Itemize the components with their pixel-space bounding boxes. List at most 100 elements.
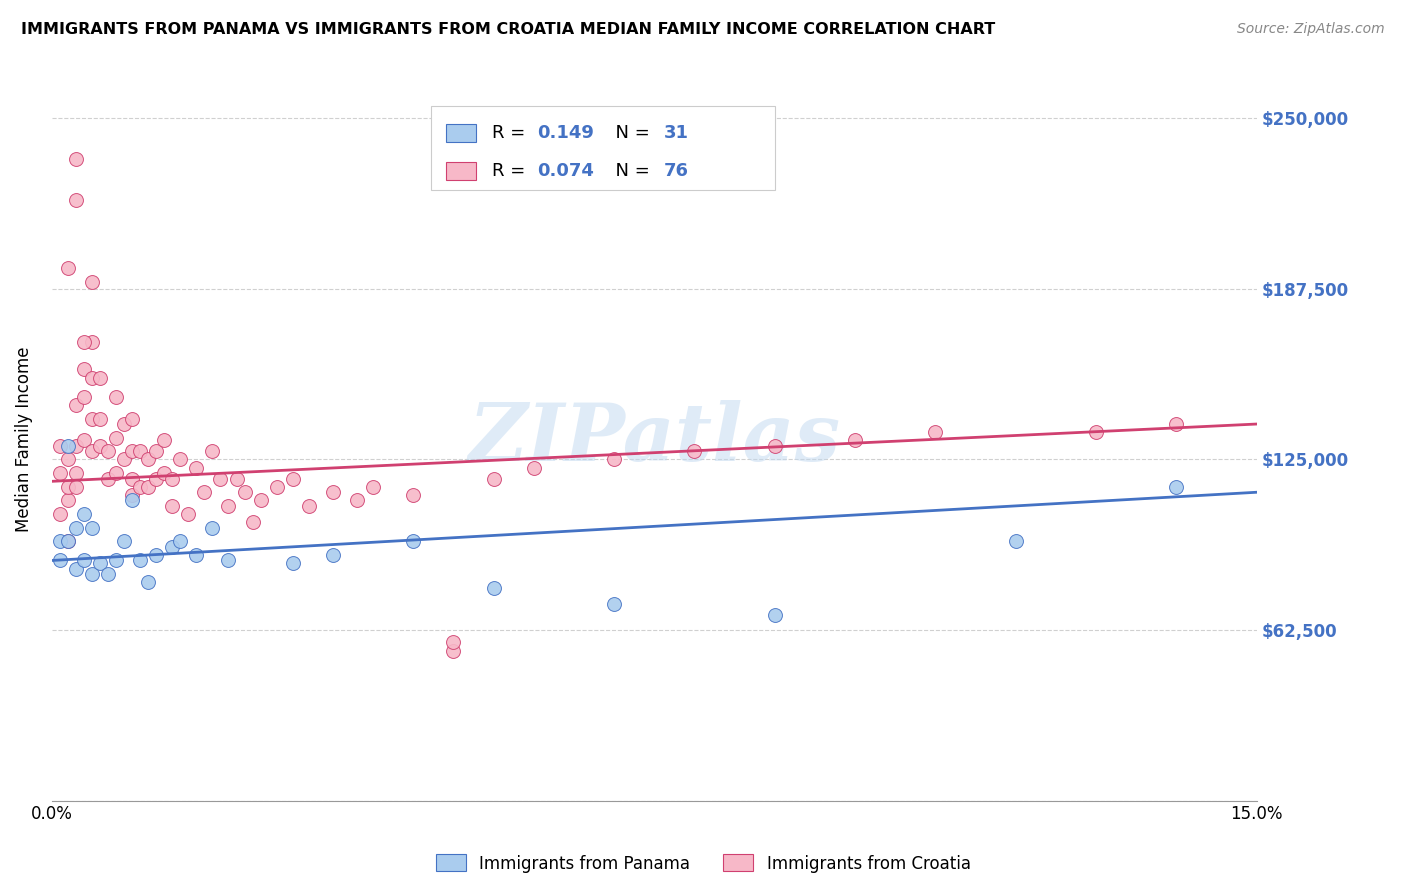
Point <box>112 534 135 549</box>
Text: 76: 76 <box>664 162 689 180</box>
Point <box>89 411 111 425</box>
Point <box>218 553 240 567</box>
Point <box>97 567 120 582</box>
Point <box>73 507 96 521</box>
Point <box>89 370 111 384</box>
Point <box>80 370 103 384</box>
Point <box>186 460 208 475</box>
Point <box>186 548 208 562</box>
Point <box>361 480 384 494</box>
Point <box>169 452 191 467</box>
Legend: Immigrants from Panama, Immigrants from Croatia: Immigrants from Panama, Immigrants from … <box>429 847 977 880</box>
Point <box>1166 417 1188 431</box>
Point <box>443 643 465 657</box>
Point <box>177 507 200 521</box>
Point <box>49 534 72 549</box>
Point <box>242 515 264 529</box>
Point <box>112 417 135 431</box>
Point <box>65 466 87 480</box>
Point <box>105 553 128 567</box>
Point <box>482 581 505 595</box>
Point <box>443 635 465 649</box>
Point <box>145 444 167 458</box>
Point <box>145 548 167 562</box>
Point <box>65 439 87 453</box>
Point <box>80 411 103 425</box>
Point <box>121 493 143 508</box>
Point <box>201 521 224 535</box>
Point <box>162 499 184 513</box>
Point <box>763 439 786 453</box>
Point <box>73 335 96 350</box>
FancyBboxPatch shape <box>432 106 775 189</box>
Point <box>153 434 176 448</box>
Point <box>266 480 288 494</box>
Point <box>322 548 344 562</box>
Point <box>136 452 159 467</box>
Point <box>121 488 143 502</box>
Point <box>97 444 120 458</box>
Point <box>129 444 152 458</box>
Point <box>603 452 626 467</box>
Point <box>65 153 87 167</box>
Point <box>844 434 866 448</box>
Text: R =: R = <box>492 162 530 180</box>
Point <box>65 480 87 494</box>
FancyBboxPatch shape <box>446 162 477 180</box>
Point <box>105 466 128 480</box>
Point <box>80 444 103 458</box>
Point <box>56 439 79 453</box>
Point <box>1085 425 1108 440</box>
Point <box>80 275 103 289</box>
Point <box>249 493 271 508</box>
Text: ZIPatlas: ZIPatlas <box>468 401 841 478</box>
Point <box>162 540 184 554</box>
Point <box>346 493 368 508</box>
Point <box>49 553 72 567</box>
Point <box>105 431 128 445</box>
Point <box>136 480 159 494</box>
Point <box>65 193 87 207</box>
Point <box>73 553 96 567</box>
Point <box>56 480 79 494</box>
Text: 0.074: 0.074 <box>537 162 595 180</box>
Y-axis label: Median Family Income: Median Family Income <box>15 346 32 532</box>
Point <box>136 575 159 590</box>
Point <box>402 488 425 502</box>
Point <box>89 556 111 570</box>
Point <box>193 485 215 500</box>
Point <box>49 439 72 453</box>
Point <box>105 390 128 404</box>
Point <box>482 472 505 486</box>
Point <box>153 466 176 480</box>
Point <box>924 425 946 440</box>
Point <box>80 521 103 535</box>
Point <box>97 472 120 486</box>
Text: IMMIGRANTS FROM PANAMA VS IMMIGRANTS FROM CROATIA MEDIAN FAMILY INCOME CORRELATI: IMMIGRANTS FROM PANAMA VS IMMIGRANTS FRO… <box>21 22 995 37</box>
Point <box>121 411 143 425</box>
Point <box>1166 480 1188 494</box>
Point <box>603 597 626 611</box>
FancyBboxPatch shape <box>446 124 477 142</box>
Text: R =: R = <box>492 124 530 142</box>
Point <box>73 390 96 404</box>
Point <box>80 335 103 350</box>
Text: Source: ZipAtlas.com: Source: ZipAtlas.com <box>1237 22 1385 37</box>
Point <box>73 434 96 448</box>
Point <box>65 521 87 535</box>
Point <box>322 485 344 500</box>
Point <box>281 556 304 570</box>
Text: N =: N = <box>603 162 655 180</box>
Point <box>56 261 79 276</box>
Point <box>1004 534 1026 549</box>
Point <box>162 472 184 486</box>
Point <box>225 472 247 486</box>
Point <box>201 444 224 458</box>
Point <box>145 472 167 486</box>
Point <box>49 466 72 480</box>
Point <box>209 472 232 486</box>
Point <box>65 398 87 412</box>
Point <box>763 608 786 623</box>
Text: 0.149: 0.149 <box>537 124 595 142</box>
Point <box>523 460 546 475</box>
